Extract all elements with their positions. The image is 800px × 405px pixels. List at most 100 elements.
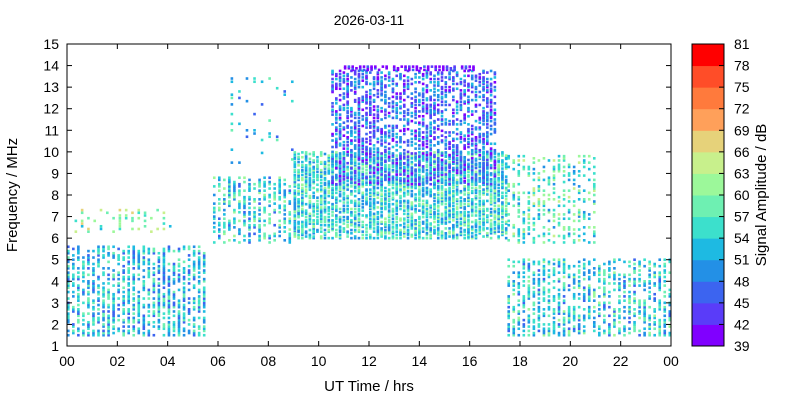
signal-cell xyxy=(455,71,459,74)
signal-cell xyxy=(212,217,216,221)
signal-cell xyxy=(365,178,368,181)
signal-cell xyxy=(436,71,440,74)
signal-cell xyxy=(253,215,256,218)
signal-cell xyxy=(410,111,414,115)
signal-cell xyxy=(470,173,474,176)
signal-cell xyxy=(436,206,440,209)
signal-cell xyxy=(463,176,466,180)
signal-cell xyxy=(452,209,455,212)
signal-cell xyxy=(365,236,368,240)
signal-cell xyxy=(172,297,176,300)
signal-cell xyxy=(395,186,399,190)
signal-cell xyxy=(301,189,304,193)
signal-cell xyxy=(402,132,406,136)
signal-cell xyxy=(436,118,440,121)
signal-cell xyxy=(552,178,556,182)
signal-cell xyxy=(297,185,300,188)
signal-cell xyxy=(410,194,414,198)
signal-cell xyxy=(72,325,75,328)
signal-cell xyxy=(387,214,391,217)
signal-cell xyxy=(338,79,342,82)
signal-cell xyxy=(312,154,315,157)
signal-cell xyxy=(459,108,463,112)
signal-cell xyxy=(304,172,308,175)
signal-cell xyxy=(421,159,425,162)
signal-cell xyxy=(167,299,171,302)
signal-cell xyxy=(177,288,181,292)
signal-cell xyxy=(527,228,531,231)
signal-cell xyxy=(301,186,304,190)
signal-cell xyxy=(387,198,391,201)
signal-cell xyxy=(425,233,429,237)
signal-cell xyxy=(147,292,151,296)
signal-cell xyxy=(323,201,327,204)
signal-cell xyxy=(182,260,186,264)
signal-cell xyxy=(301,214,304,217)
signal-cell xyxy=(137,277,141,281)
signal-cell xyxy=(455,188,459,191)
signal-cell xyxy=(532,271,536,274)
signal-cell xyxy=(346,194,349,198)
signal-cell xyxy=(444,103,448,107)
signal-cell xyxy=(532,292,536,296)
signal-cell xyxy=(335,157,338,161)
signal-cell xyxy=(433,162,436,166)
signal-cell xyxy=(414,223,417,227)
signal-cell xyxy=(331,170,334,174)
signal-cell xyxy=(380,166,383,170)
signal-cell xyxy=(143,219,147,223)
signal-cell xyxy=(137,216,141,220)
signal-cell xyxy=(463,84,466,87)
signal-cell xyxy=(387,134,391,137)
signal-cell xyxy=(414,129,417,133)
signal-cell xyxy=(137,320,141,324)
signal-cell xyxy=(501,164,504,167)
signal-cell xyxy=(372,76,376,79)
signal-cell xyxy=(392,68,396,72)
signal-cell xyxy=(162,254,166,257)
signal-cell xyxy=(342,152,346,156)
signal-cell xyxy=(152,303,156,307)
signal-cell xyxy=(327,155,331,159)
signal-cell xyxy=(547,327,551,331)
signal-cell xyxy=(391,110,395,113)
signal-cell xyxy=(218,182,221,186)
signal-cell xyxy=(395,135,399,139)
signal-cell xyxy=(501,152,504,156)
signal-cell xyxy=(463,230,466,233)
signal-cell xyxy=(410,219,414,222)
signal-cell xyxy=(425,176,429,180)
signal-cell xyxy=(301,230,304,233)
signal-cell xyxy=(507,323,511,326)
signal-cell xyxy=(414,163,417,167)
signal-cell xyxy=(418,198,421,201)
signal-cell xyxy=(365,161,368,165)
signal-cell xyxy=(391,95,395,99)
signal-cell xyxy=(470,131,474,134)
signal-cell xyxy=(82,312,85,315)
signal-cell xyxy=(522,159,526,162)
signal-cell xyxy=(414,168,417,171)
signal-cell xyxy=(152,314,156,318)
signal-cell xyxy=(387,129,391,133)
signal-cell xyxy=(395,111,399,115)
signal-cell xyxy=(493,76,497,79)
signal-cell xyxy=(312,204,315,208)
signal-cell xyxy=(327,160,331,164)
signal-cell xyxy=(478,72,482,76)
signal-cell xyxy=(497,159,500,162)
signal-cell xyxy=(327,157,331,161)
signal-cell xyxy=(448,198,451,201)
signal-cell xyxy=(421,227,425,230)
signal-cell xyxy=(301,225,304,229)
signal-cell xyxy=(387,206,391,209)
signal-cell xyxy=(92,286,95,290)
signal-cell xyxy=(567,178,571,182)
signal-cell xyxy=(402,231,406,235)
signal-cell xyxy=(365,97,368,100)
signal-cell xyxy=(228,182,231,186)
signal-cell xyxy=(402,169,406,173)
signal-cell xyxy=(384,206,387,209)
signal-cell xyxy=(399,217,402,221)
signal-cell xyxy=(335,145,338,149)
